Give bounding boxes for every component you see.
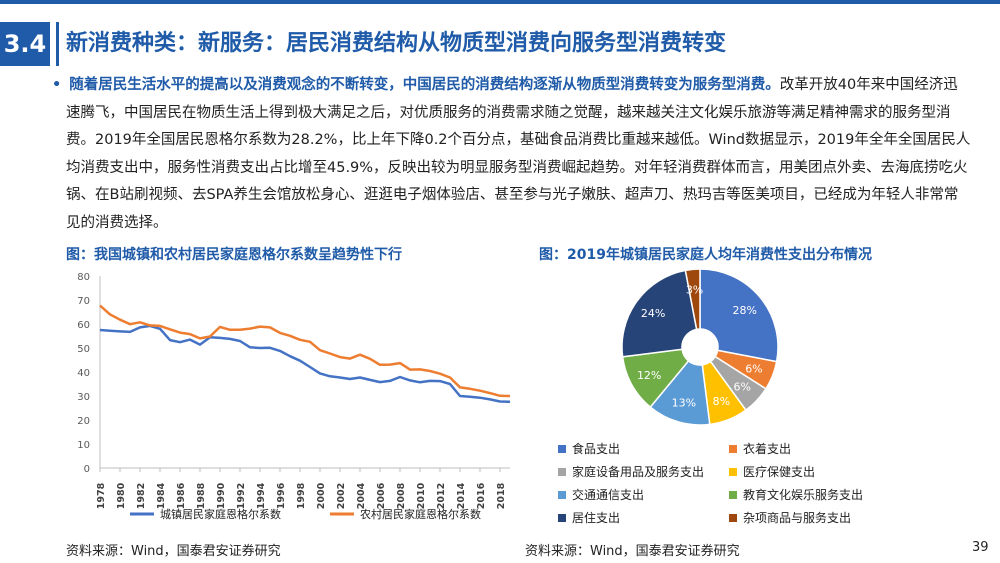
legend-item: 医疗保健支出 — [729, 463, 815, 480]
legend-item: 家庭设备用品及服务支出 — [558, 463, 704, 480]
y-tick-label: 70 — [77, 296, 90, 307]
x-tick-label: 2010 — [416, 482, 427, 509]
body-paragraph: • 随着居民生活水平的提高以及消费观念的不断转变，中国居民的消费结构逐渐从物质型消… — [52, 72, 971, 238]
legend-swatch — [729, 467, 737, 476]
x-tick-label: 2000 — [316, 482, 327, 509]
x-tick-label: 2014 — [456, 482, 467, 509]
y-tick-label: 0 — [84, 464, 90, 475]
x-tick-label: 2004 — [356, 482, 367, 509]
donut-data-label: 6% — [734, 381, 751, 394]
x-tick-label: 1980 — [116, 482, 127, 509]
y-tick-label: 10 — [77, 440, 90, 451]
legend-label: 衣着支出 — [743, 442, 792, 456]
x-tick-label: 2002 — [336, 483, 347, 509]
legend-item: 交通通信支出 — [558, 486, 644, 503]
right-figure-title: 图：2019年城镇居民家庭人均年消费性支出分布情况 — [539, 247, 872, 263]
urban-series-line — [99, 324, 511, 404]
body-lead-text: 随着居民生活水平的提高以及消费观念的不断转变，中国居民的消费结构逐渐从物质型消费… — [69, 77, 780, 93]
y-tick-label: 30 — [77, 392, 90, 403]
legend-label: 杂项商品与服务支出 — [743, 511, 852, 525]
donut-data-label: 28% — [732, 304, 756, 317]
x-tick-label: 1996 — [276, 482, 287, 509]
consumption-distribution-donut-chart: 28% 6% 6% 8% 13% 12% 24% 3% — [621, 268, 779, 426]
donut-data-label: 3% — [686, 283, 703, 296]
x-tick-label: 2016 — [476, 482, 487, 509]
legend-label: 食品支出 — [572, 442, 621, 456]
engel-coefficient-line-chart: 0 10 20 30 40 50 60 70 80 1978 1980 1982 1984 1986 198… — [77, 272, 511, 521]
legend-swatch — [729, 513, 737, 522]
legend-item: 居住支出 — [558, 509, 620, 526]
x-tick-label: 1998 — [296, 482, 307, 509]
donut-slice — [621, 269, 698, 358]
donut-data-label: 6% — [745, 362, 762, 375]
x-tick-label: 2008 — [396, 482, 407, 509]
y-tick-label: 40 — [77, 368, 90, 379]
donut-data-label: 8% — [713, 395, 730, 408]
donut-data-label: 13% — [672, 397, 696, 410]
legend-swatch — [729, 444, 737, 453]
legend-label: 教育文化娱乐服务支出 — [743, 488, 864, 502]
x-tick-label: 1984 — [156, 482, 167, 509]
x-tick-label: 1994 — [256, 482, 267, 509]
x-tick-label: 2006 — [376, 482, 387, 509]
left-figure-title: 图：我国城镇和农村居民家庭恩格尔系数呈趋势性下行 — [66, 247, 402, 263]
legend-swatch — [558, 490, 566, 499]
donut-slice — [699, 268, 779, 363]
x-tick-label: 1988 — [196, 482, 207, 509]
x-tick-label: 1990 — [216, 482, 227, 509]
x-tick-label: 1978 — [96, 482, 107, 509]
x-tick-label: 2018 — [496, 482, 507, 509]
left-figure-source: 资料来源：Wind，国泰君安证券研究 — [66, 544, 281, 559]
legend-rural-label: 农村居民家庭恩格尔系数 — [360, 507, 481, 521]
x-tick-label: 1982 — [136, 483, 147, 509]
legend-item: 食品支出 — [558, 440, 620, 457]
page-number: 39 — [972, 540, 989, 555]
y-tick-label: 60 — [77, 320, 90, 331]
section-number: 3.4 — [0, 22, 50, 66]
legend-label: 医疗保健支出 — [743, 465, 816, 479]
donut-data-label: 12% — [637, 369, 661, 382]
x-tick-label: 1992 — [236, 483, 247, 509]
y-tick-label: 50 — [77, 344, 90, 355]
legend-swatch — [729, 490, 737, 499]
top-accent-bar — [0, 0, 1000, 4]
legend-swatch — [558, 467, 566, 476]
section-divider — [56, 22, 59, 66]
body-text: 改革开放40年来中国经济迅速腾飞，中国居民在物质生活上得到极大满足之后，对优质服… — [66, 77, 971, 231]
legend-label: 交通通信支出 — [572, 488, 645, 502]
rural-series-line — [99, 304, 511, 398]
right-figure-source: 资料来源：Wind，国泰君安证券研究 — [525, 544, 740, 559]
legend-item: 衣着支出 — [729, 440, 791, 457]
legend-label: 家庭设备用品及服务支出 — [572, 465, 705, 479]
page-title: 新消费种类：新服务：居民消费结构从物质型消费向服务型消费转变 — [66, 31, 727, 56]
legend-swatch — [558, 444, 566, 453]
legend-item: 教育文化娱乐服务支出 — [729, 486, 863, 503]
legend-urban-label: 城镇居民家庭恩格尔系数 — [160, 507, 281, 521]
donut-data-label: 24% — [641, 307, 665, 320]
legend-item: 杂项商品与服务支出 — [729, 509, 851, 526]
y-tick-label: 20 — [77, 416, 90, 427]
x-tick-label: 2012 — [436, 483, 447, 509]
x-tick-label: 1986 — [176, 482, 187, 509]
legend-label: 居住支出 — [572, 511, 621, 525]
donut-slice — [684, 268, 701, 331]
y-tick-label: 80 — [77, 272, 90, 283]
legend-swatch — [558, 513, 566, 522]
bullet-point: • — [52, 77, 62, 93]
